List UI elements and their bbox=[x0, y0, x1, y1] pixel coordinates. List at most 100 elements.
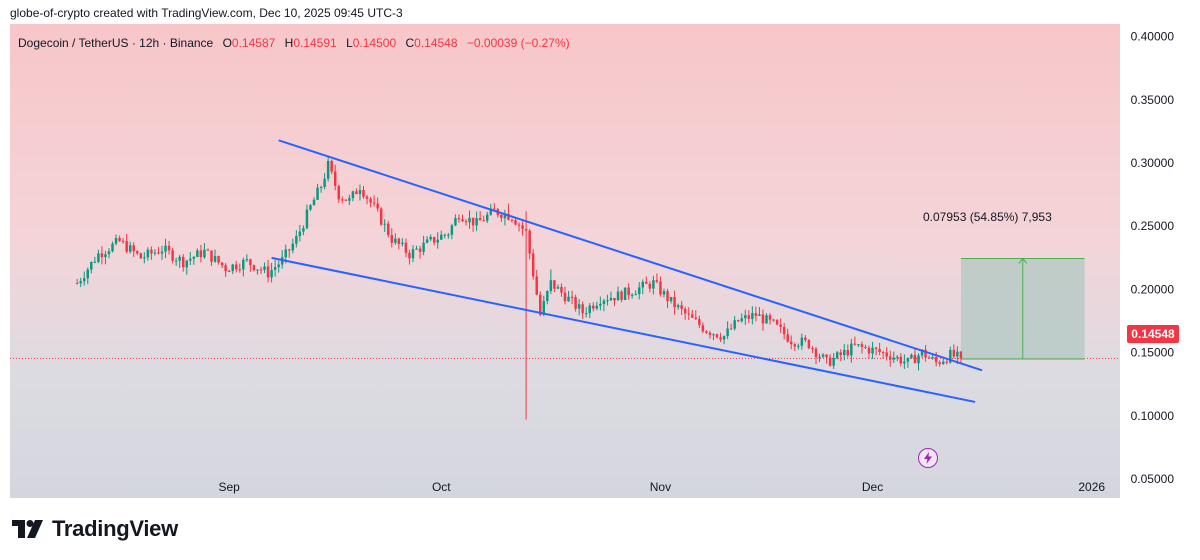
candle-body bbox=[531, 253, 535, 277]
candle-body bbox=[454, 218, 457, 226]
candle-body bbox=[369, 198, 372, 203]
candle-body bbox=[383, 223, 386, 225]
candle-body bbox=[100, 253, 104, 258]
tradingview-logo[interactable]: TradingView bbox=[12, 516, 178, 542]
candle-body bbox=[938, 362, 941, 364]
candle-body bbox=[189, 258, 192, 261]
candle-body bbox=[669, 296, 673, 302]
last-price-tag: 0.14548 bbox=[1127, 325, 1179, 343]
candle-body bbox=[606, 300, 609, 302]
candle-body bbox=[171, 250, 174, 261]
candle-body bbox=[825, 354, 828, 358]
candle-body bbox=[871, 347, 874, 354]
candle-body bbox=[404, 242, 408, 253]
candle-body bbox=[464, 221, 468, 223]
y-tick-label: 0.30000 bbox=[1131, 156, 1175, 170]
y-tick-label: 0.15000 bbox=[1131, 346, 1175, 360]
candle-body bbox=[288, 249, 291, 251]
chart-area[interactable] bbox=[10, 24, 1120, 498]
candle-body bbox=[835, 352, 839, 359]
candle-body bbox=[121, 240, 125, 242]
y-tick-label: 0.05000 bbox=[1131, 472, 1175, 486]
candle-body bbox=[203, 249, 206, 258]
candle-body bbox=[729, 328, 733, 330]
candle-body bbox=[330, 160, 333, 172]
candle-body bbox=[411, 249, 415, 259]
candle-body bbox=[790, 341, 793, 345]
symbol-legend: Dogecoin / TetherUS · 12h · Binance O0.1… bbox=[18, 36, 570, 50]
candle-body bbox=[563, 292, 567, 302]
candle-body bbox=[224, 265, 227, 272]
close-value: 0.14548 bbox=[414, 36, 458, 50]
candle-body bbox=[450, 225, 454, 235]
candle-body bbox=[666, 291, 669, 302]
candle-body bbox=[326, 160, 330, 179]
candle-body bbox=[761, 314, 765, 324]
candle-body bbox=[676, 305, 680, 308]
candle-body bbox=[701, 325, 705, 332]
high-label: H bbox=[284, 36, 294, 50]
candle-body bbox=[185, 260, 188, 268]
candle-body bbox=[843, 349, 846, 356]
candle-body bbox=[715, 334, 719, 338]
candle-body bbox=[408, 252, 411, 259]
candle-body bbox=[394, 238, 397, 243]
candle-body bbox=[616, 291, 620, 301]
candle-body bbox=[878, 348, 881, 353]
candle-body bbox=[680, 305, 683, 309]
trendline-lower bbox=[271, 256, 976, 403]
candle-body bbox=[913, 354, 917, 364]
candle-body bbox=[199, 250, 203, 258]
candle-body bbox=[323, 178, 326, 188]
candle-body bbox=[365, 196, 369, 199]
candle-body bbox=[712, 334, 715, 336]
candle-body bbox=[641, 281, 645, 288]
flash-icon[interactable] bbox=[918, 448, 938, 468]
open-label: O bbox=[222, 36, 232, 50]
candle-body bbox=[698, 319, 701, 326]
candle-body bbox=[362, 190, 365, 197]
candle-body bbox=[747, 315, 751, 319]
candle-body bbox=[341, 199, 344, 201]
candle-body bbox=[740, 318, 743, 322]
candle-body bbox=[782, 326, 786, 335]
candle-body bbox=[694, 317, 698, 320]
candle-body bbox=[691, 314, 694, 318]
candle-body bbox=[164, 245, 167, 252]
candle-body bbox=[270, 269, 273, 278]
candle-body bbox=[196, 250, 199, 257]
candle-body bbox=[517, 224, 521, 226]
candle-body bbox=[97, 253, 100, 262]
candle-body bbox=[210, 250, 213, 262]
candle-body bbox=[892, 357, 895, 360]
candle-body bbox=[259, 269, 263, 271]
candle-body bbox=[344, 199, 348, 201]
candle-body bbox=[333, 171, 337, 186]
candle-body bbox=[351, 191, 355, 199]
candle-body bbox=[482, 220, 485, 222]
candle-body bbox=[75, 283, 79, 285]
candle-body bbox=[850, 343, 853, 356]
candle-body bbox=[425, 239, 429, 243]
candle-body bbox=[132, 245, 135, 252]
trendline-upper bbox=[278, 139, 983, 372]
candle-body bbox=[125, 241, 128, 252]
candle-body bbox=[489, 208, 493, 215]
candle-body bbox=[648, 283, 652, 289]
candle-body bbox=[903, 361, 906, 364]
candle-body bbox=[220, 262, 224, 266]
chart-header: globe-of-crypto created with TradingView… bbox=[10, 6, 403, 20]
candle-body bbox=[128, 245, 132, 252]
open-value: 0.14587 bbox=[231, 36, 276, 50]
candle-body bbox=[227, 271, 231, 273]
candle-body bbox=[139, 253, 143, 259]
candle-body bbox=[181, 256, 185, 268]
candle-body bbox=[786, 334, 789, 342]
candle-body bbox=[560, 286, 563, 293]
candle-body bbox=[754, 313, 758, 316]
y-tick-label: 0.40000 bbox=[1131, 30, 1175, 44]
candle-body bbox=[493, 208, 496, 210]
candle-body bbox=[828, 357, 832, 366]
candle-body bbox=[818, 356, 821, 358]
